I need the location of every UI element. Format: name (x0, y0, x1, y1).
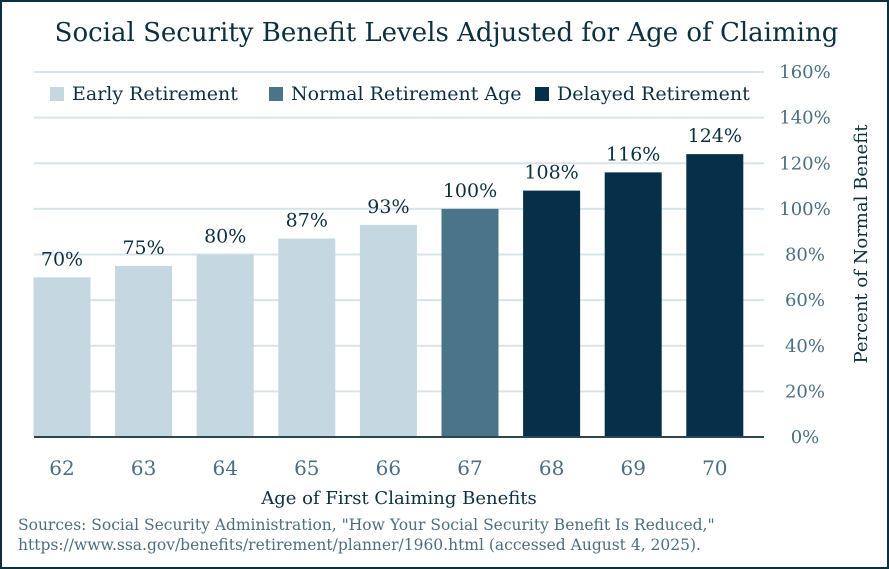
legend-background (34, 78, 764, 110)
bar-value-label: 75% (122, 237, 164, 259)
legend-label: Early Retirement (72, 83, 238, 105)
chart-title: Social Security Benefit Levels Adjusted … (54, 18, 839, 48)
bar-65 (278, 238, 336, 437)
x-tick-label: 69 (620, 456, 645, 480)
bar-64 (196, 254, 254, 437)
sources-line-1: Sources: Social Security Administration,… (18, 516, 715, 534)
legend-label: Normal Retirement Age (291, 83, 522, 105)
bar-value-label: 93% (367, 196, 409, 218)
y-axis-ticks: 0% 20% 40% 60% 80% 100% 120% 140% 160% (779, 62, 830, 448)
y-tick-label: 80% (785, 245, 825, 266)
bar-63 (115, 265, 173, 437)
x-tick-label: 63 (131, 456, 156, 480)
y-tick-label: 0% (791, 427, 820, 448)
y-tick-label: 100% (779, 199, 830, 220)
bar-value-label: 108% (524, 162, 578, 184)
legend-item: Early Retirement (50, 83, 238, 105)
legend-item: Normal Retirement Age (269, 83, 522, 105)
bar-70 (686, 154, 744, 437)
legend: Early Retirement Normal Retirement Age Del… (34, 78, 764, 110)
x-tick-label: 67 (457, 456, 482, 480)
legend-swatch (269, 87, 283, 101)
bar-62 (33, 277, 91, 437)
legend-swatch (535, 87, 549, 101)
bar-value-label: 70% (41, 248, 83, 270)
y-tick-label: 120% (779, 153, 830, 174)
bars: 70% 75% 80% 87% 93% 100% 108% 116% 124% (33, 125, 744, 437)
x-tick-label: 64 (212, 456, 237, 480)
x-tick-label: 66 (376, 456, 401, 480)
y-axis-label: Percent of Normal Benefit (851, 124, 872, 364)
bar-value-label: 124% (688, 125, 742, 147)
y-tick-label: 40% (785, 336, 825, 357)
bar-69 (604, 172, 662, 437)
bar-value-label: 80% (204, 226, 246, 248)
y-tick-label: 160% (779, 62, 830, 83)
x-tick-label: 62 (49, 456, 74, 480)
bar-68 (523, 190, 581, 437)
bar-value-label: 87% (286, 210, 328, 232)
bar-66 (359, 224, 417, 437)
x-tick-label: 65 (294, 456, 319, 480)
x-tick-label: 68 (539, 456, 564, 480)
legend-swatch (50, 87, 64, 101)
bar-value-label: 116% (606, 143, 660, 165)
x-axis-label: Age of First Claiming Benefits (260, 488, 536, 509)
legend-label: Delayed Retirement (557, 83, 750, 105)
y-tick-label: 60% (785, 290, 825, 311)
bar-value-label: 100% (443, 180, 497, 202)
sources-note: Sources: Social Security Administration,… (18, 515, 715, 555)
y-tick-label: 20% (785, 381, 825, 402)
x-axis-ticks: 62 63 64 65 66 67 68 69 70 (49, 456, 727, 480)
x-tick-label: 70 (702, 456, 727, 480)
y-tick-label: 140% (779, 108, 830, 129)
legend-item: Delayed Retirement (535, 83, 750, 105)
bar-67 (441, 208, 499, 437)
sources-line-2: https://www.ssa.gov/benefits/retirement/… (18, 536, 701, 554)
